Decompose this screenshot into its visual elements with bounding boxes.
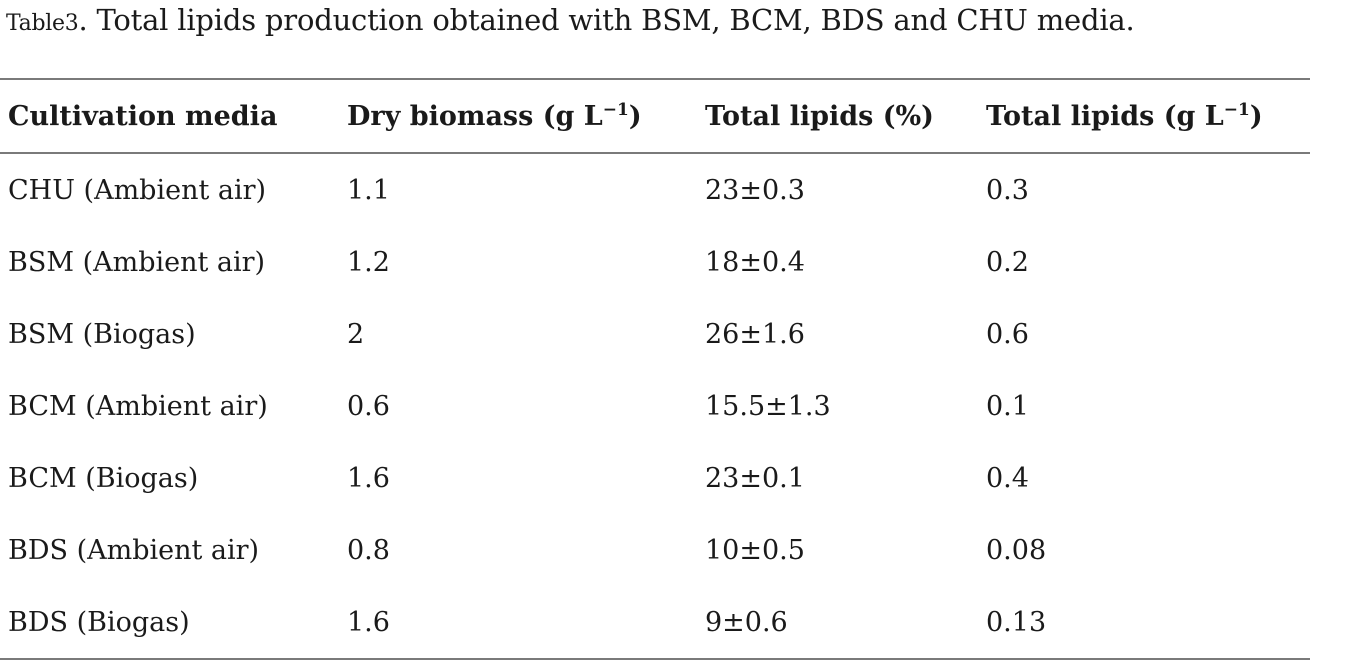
table-caption: Table3. Total lipids production obtained…: [6, 0, 1135, 40]
cell-lipids-gl: 0.2: [986, 246, 1029, 278]
cell-dry-biomass: 0.8: [347, 534, 390, 566]
table-row: BDS (Biogas) 1.6 9±0.6 0.13: [0, 586, 1310, 659]
cell-media: BDS (Biogas): [8, 606, 190, 638]
cell-media: BCM (Biogas): [8, 462, 199, 494]
table-header: Cultivation media Dry biomass (g L−1) To…: [0, 79, 1310, 153]
unit-superscript: −1: [1223, 99, 1250, 120]
cell-dry-biomass: 1.6: [347, 606, 390, 638]
cell-media: CHU (Ambient air): [8, 174, 267, 206]
header-row: Cultivation media Dry biomass (g L−1) To…: [0, 79, 1310, 153]
cell-dry-biomass: 1.1: [347, 174, 390, 206]
cell-lipids-percent: 18±0.4: [705, 246, 805, 278]
header-total-lipids-percent: Total lipids (%): [705, 100, 934, 132]
unit-superscript: −1: [602, 99, 629, 120]
cell-media: BDS (Ambient air): [8, 534, 260, 566]
table-body: CHU (Ambient air) 1.1 23±0.3 0.3 BSM (Am…: [0, 153, 1310, 659]
header-cultivation-media: Cultivation media: [8, 100, 278, 132]
cell-dry-biomass: 1.6: [347, 462, 390, 494]
cell-lipids-percent: 15.5±1.3: [705, 390, 831, 422]
cell-lipids-percent: 26±1.6: [705, 318, 805, 350]
table-row: BDS (Ambient air) 0.8 10±0.5 0.08: [0, 514, 1310, 586]
cell-lipids-percent: 23±0.3: [705, 174, 805, 206]
cell-lipids-percent: 10±0.5: [705, 534, 805, 566]
table-row: CHU (Ambient air) 1.1 23±0.3 0.3: [0, 153, 1310, 226]
caption-text: . Total lipids production obtained with …: [78, 3, 1135, 37]
cell-lipids-gl: 0.4: [986, 462, 1029, 494]
cell-media: BCM (Ambient air): [8, 390, 268, 422]
cell-lipids-gl: 0.6: [986, 318, 1029, 350]
table-row: BCM (Ambient air) 0.6 15.5±1.3 0.1: [0, 370, 1310, 442]
cell-lipids-gl: 0.3: [986, 174, 1029, 206]
table-row: BSM (Biogas) 2 26±1.6 0.6: [0, 298, 1310, 370]
table-row: BCM (Biogas) 1.6 23±0.1 0.4: [0, 442, 1310, 514]
cell-lipids-gl: 0.13: [986, 606, 1047, 638]
cell-media: BSM (Biogas): [8, 318, 196, 350]
table-number: 3: [64, 11, 79, 36]
data-table-container: Cultivation media Dry biomass (g L−1) To…: [0, 78, 1310, 660]
cell-media: BSM (Ambient air): [8, 246, 266, 278]
cell-dry-biomass: 1.2: [347, 246, 390, 278]
header-total-lipids-gl: Total lipids (g L−1): [986, 99, 1263, 132]
table-row: BSM (Ambient air) 1.2 18±0.4 0.2: [0, 226, 1310, 298]
cell-lipids-percent: 23±0.1: [705, 462, 805, 494]
cell-lipids-gl: 0.08: [986, 534, 1047, 566]
header-dry-biomass: Dry biomass (g L−1): [347, 99, 642, 132]
cell-lipids-percent: 9±0.6: [705, 606, 788, 638]
cell-lipids-gl: 0.1: [986, 390, 1029, 422]
cell-dry-biomass: 2: [347, 318, 365, 350]
table-label: Table: [6, 11, 65, 36]
lipids-table: Cultivation media Dry biomass (g L−1) To…: [0, 78, 1310, 660]
cell-dry-biomass: 0.6: [347, 390, 390, 422]
